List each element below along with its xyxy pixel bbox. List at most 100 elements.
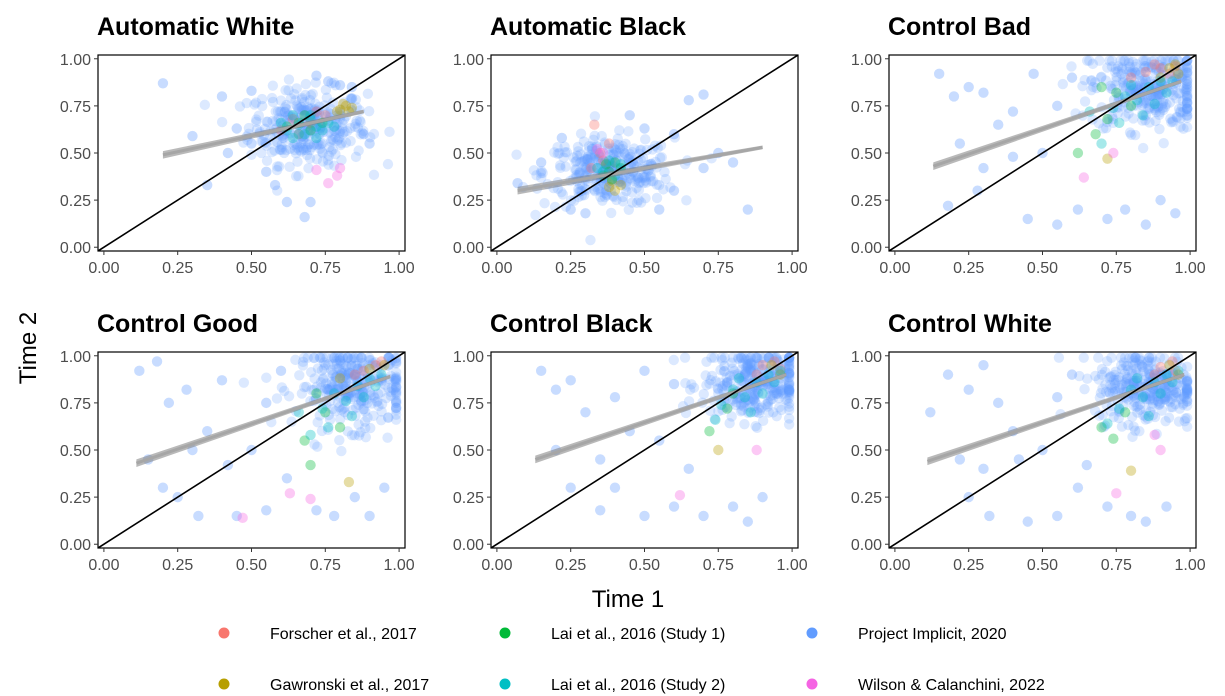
point-project-implicit [335, 357, 347, 369]
point-project-implicit [349, 121, 361, 132]
point-project-implicit [1136, 109, 1148, 120]
point-project-implicit [336, 367, 347, 379]
point-project-implicit [1102, 355, 1113, 367]
point-project-implicit [599, 139, 611, 150]
point-project-implicit [638, 177, 649, 189]
point-project-implicit [309, 373, 320, 384]
point-project-implicit [1091, 82, 1102, 94]
point-forscher-et-al-2017 [757, 359, 768, 371]
point-project-implicit-2020 [742, 516, 754, 527]
point-project-implicit [336, 138, 347, 149]
point-project-implicit [279, 107, 290, 118]
point-project-implicit [536, 172, 547, 184]
point-project-implicit [350, 369, 361, 381]
point-project-implicit-2020 [1066, 369, 1078, 380]
point-project-implicit [1112, 61, 1124, 72]
point-project-implicit [1096, 369, 1108, 381]
point-project-implicit [737, 375, 748, 387]
point-project-implicit [595, 186, 606, 198]
y-tick-label: 1.00 [453, 52, 484, 69]
point-project-implicit [277, 130, 288, 141]
point-project-implicit [1181, 62, 1193, 73]
point-project-implicit [782, 395, 793, 406]
point-project-implicit [604, 145, 615, 157]
point-project-implicit [351, 360, 363, 372]
identity-line [491, 352, 798, 548]
point-wilson-calanchini-2022 [597, 147, 609, 159]
point-project-implicit-2020 [216, 375, 228, 386]
point-project-implicit [575, 149, 586, 160]
point-project-implicit [771, 388, 783, 399]
point-project-implicit [766, 383, 777, 394]
point-project-implicit [1089, 77, 1101, 88]
point-project-implicit [353, 145, 364, 156]
point-project-implicit [286, 416, 297, 427]
point-project-implicit-2020 [978, 87, 989, 98]
point-project-implicit [1181, 62, 1193, 74]
point-project-implicit [721, 372, 732, 383]
point-project-implicit [1181, 79, 1193, 90]
point-project-implicit [763, 352, 775, 363]
point-lai-et-al-2016-study-2 [1096, 138, 1107, 149]
point-project-implicit [745, 396, 756, 407]
point-project-implicit [316, 365, 327, 376]
point-project-implicit [773, 393, 785, 404]
point-project-implicit [727, 363, 738, 374]
point-project-implicit [331, 352, 343, 363]
point-project-implicit-2020 [1066, 72, 1078, 83]
point-project-implicit [251, 116, 262, 127]
point-project-implicit [342, 361, 353, 373]
point-project-implicit [261, 372, 272, 383]
point-project-implicit-2020 [609, 392, 621, 403]
point-project-implicit-2020 [261, 397, 272, 409]
legend-item: Lai et al., 2016 (Study 1) [499, 626, 725, 643]
point-forscher-et-al-2017 [775, 363, 786, 375]
point-project-implicit [281, 103, 292, 115]
point-project-implicit [1105, 371, 1116, 383]
point-project-implicit [753, 361, 765, 372]
point-project-implicit [552, 148, 564, 159]
point-project-implicit [390, 374, 402, 386]
y-tick-label: 0.25 [851, 490, 882, 507]
point-project-implicit-2020 [993, 119, 1004, 130]
point-project-implicit [767, 384, 779, 396]
point-gawronski-et-al-2017 [334, 373, 346, 384]
point-project-implicit [329, 121, 340, 132]
point-project-implicit [740, 368, 751, 379]
point-project-implicit [1181, 121, 1193, 133]
point-project-implicit [1140, 391, 1151, 403]
point-project-implicit [309, 439, 320, 450]
point-project-implicit [1158, 137, 1169, 149]
point-project-implicit [1181, 97, 1193, 109]
point-project-implicit [1176, 380, 1188, 391]
point-project-implicit-2020 [358, 128, 369, 140]
point-project-implicit [1145, 390, 1156, 402]
point-gawronski-et-al-2017 [346, 102, 358, 113]
point-project-implicit [303, 162, 314, 174]
y-tick-label: 0.25 [60, 490, 91, 507]
point-project-implicit [738, 352, 750, 363]
point-project-implicit-2020 [668, 185, 680, 196]
point-project-implicit [1104, 55, 1115, 66]
point-project-implicit [1134, 69, 1145, 80]
point-project-implicit [312, 441, 323, 452]
point-project-implicit [243, 122, 255, 134]
point-project-implicit [1105, 80, 1116, 92]
point-project-implicit [1149, 388, 1160, 399]
point-project-implicit [314, 124, 326, 135]
point-project-implicit [1105, 388, 1116, 399]
point-project-implicit [1155, 69, 1167, 80]
point-project-implicit [597, 195, 608, 206]
point-project-implicit [314, 352, 326, 363]
point-project-implicit [783, 383, 795, 395]
point-project-implicit [1181, 383, 1192, 395]
x-tick-label: 1.00 [1175, 557, 1206, 574]
point-project-implicit [1157, 103, 1168, 114]
point-project-implicit [1178, 69, 1189, 80]
point-project-implicit [1181, 393, 1193, 405]
point-project-implicit [390, 404, 402, 416]
point-project-implicit [331, 363, 343, 374]
point-project-implicit [1160, 393, 1171, 404]
point-project-implicit [598, 158, 609, 170]
point-project-implicit [686, 379, 697, 390]
